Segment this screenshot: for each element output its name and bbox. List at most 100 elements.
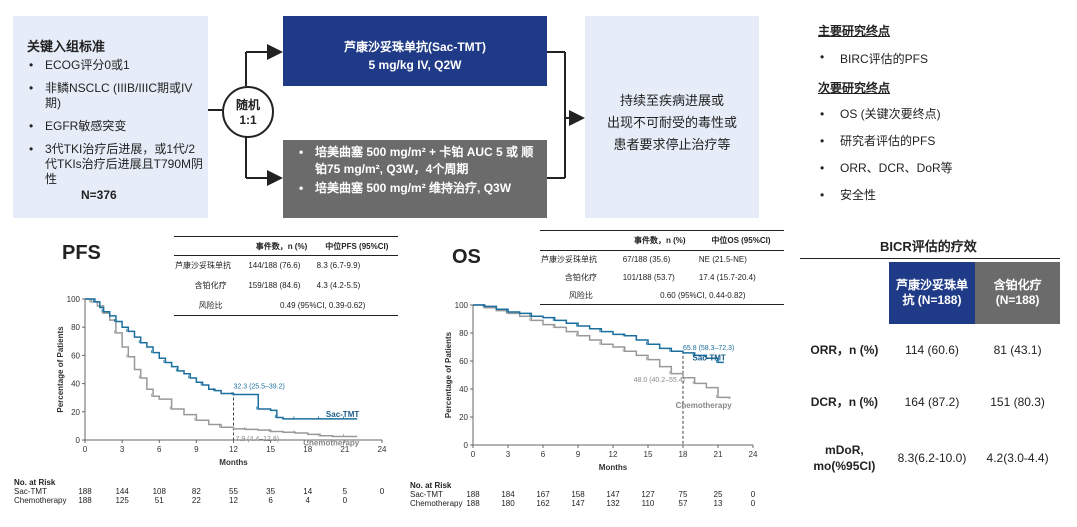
pfs-chart-title: PFS	[62, 242, 101, 264]
pfs-y-tick-label: 0	[76, 436, 81, 445]
primary-endpoint-item: BIRC评估的PFS	[818, 50, 1058, 67]
pfs-risk-cell: 6	[268, 496, 273, 505]
pfs-series-chemotherapy	[85, 298, 358, 438]
os-y-axis-label: Percentage of Patients	[444, 331, 453, 418]
sample-size: N=376	[81, 188, 117, 202]
efficacy-row-label: mDoR, mo(%95CI)	[813, 443, 876, 473]
pfs-x-tick-label: 24	[378, 445, 387, 454]
treatment-line: 持续至疾病进展或	[619, 93, 724, 108]
os-risk-cell: 188	[466, 490, 480, 499]
pfs-stats-header: 中位PFS (95%CI)	[325, 241, 389, 251]
arm-sac-tmt-box: 芦康沙妥珠单抗(Sac-TMT) 5 mg/kg IV, Q2W	[283, 16, 547, 86]
os-stats-header: 事件数，n (%)	[634, 236, 686, 245]
arm1-title: 芦康沙妥珠单抗(Sac-TMT)	[344, 40, 486, 54]
pfs-risk-cell: 108	[152, 487, 166, 496]
criteria-item: 3代TKI治疗后进展，或1代/2代TKIs治疗后进展且T790M阴性	[27, 142, 205, 187]
pfs-risk-cell: 82	[191, 487, 201, 496]
efficacy-top-rule	[800, 258, 1060, 259]
os-stats-table: 事件数，n (%) 中位OS (95%CI) 芦康沙妥珠单抗 67/188 (3…	[540, 230, 784, 305]
os-stats-cell: 101/188 (53.7)	[622, 273, 675, 282]
pfs-y-tick-label: 40	[71, 380, 80, 389]
pfs-risk-cell: 188	[78, 496, 92, 505]
pfs-risk-cell: 5	[342, 487, 348, 496]
pfs-x-axis-label: Months	[219, 458, 248, 467]
os-risk-cell: 132	[606, 499, 620, 508]
os-risk-cell: 57	[678, 499, 688, 508]
os-risk-cell: 147	[571, 499, 585, 508]
os-stats-cell: 67/188 (35.6)	[622, 255, 671, 265]
os-risk-cell: 0	[750, 490, 756, 499]
os-risk-table: No. at Risk Sac-TMT Chemotherapy 188 184 1…	[410, 481, 770, 511]
pfs-risk-row-label: Chemotherapy	[14, 496, 67, 505]
os-landmark-annotation: 65.8 (58.3–72.3)	[683, 345, 734, 352]
pfs-stats-cell: 144/188 (76.6)	[248, 261, 301, 271]
pfs-landmark-annotation: 7.9 (4.4–12.8)	[236, 436, 280, 443]
pfs-risk-cell: 4	[305, 496, 310, 505]
os-x-tick-label: 12	[609, 450, 618, 459]
os-y-tick-label: 20	[459, 413, 468, 422]
os-y-tick-label: 100	[455, 301, 469, 310]
inclusion-criteria-title: 关键入组标准	[27, 39, 106, 54]
os-risk-cell: 162	[536, 499, 550, 508]
os-risk-row-label: Sac-TMT	[410, 490, 443, 499]
pfs-x-tick-label: 15	[266, 445, 275, 454]
primary-endpoint-title: 主要研究终点	[818, 24, 891, 38]
os-x-tick-label: 21	[714, 450, 723, 459]
os-risk-cell: 0	[750, 499, 756, 508]
os-x-axis-label: Months	[599, 463, 628, 472]
pfs-risk-cell: 14	[303, 487, 313, 496]
efficacy-cell: 4.2(3.0-4.4)	[986, 451, 1049, 465]
os-risk-cell: 147	[606, 490, 620, 499]
os-stats-header	[540, 231, 622, 251]
arm2-item: 培美曲塞 500 mg/m² + 卡铂 AUC 5 或 顺铂75 mg/m², …	[295, 144, 541, 178]
randomization-ratio: 1:1	[239, 113, 257, 127]
os-stats-cell: 17.4 (15.7-20.4)	[698, 273, 756, 282]
secondary-endpoint-item: 安全性	[818, 188, 1058, 202]
efficacy-cell: 81 (43.1)	[993, 343, 1042, 357]
secondary-endpoint-item: 研究者评估的PFS	[818, 134, 1058, 148]
pfs-hr-value: 0.49 (95%CI, 0.39-0.62)	[279, 300, 366, 310]
pfs-stats-cell: 芦康沙妥珠单抗	[175, 261, 231, 271]
os-risk-cell: 188	[466, 499, 480, 508]
os-series-sac-tmt	[473, 304, 724, 364]
pfs-stats-header: 事件数，n (%)	[255, 241, 308, 251]
os-risk-cell: 184	[501, 490, 515, 499]
os-y-tick-label: 40	[459, 385, 468, 394]
os-x-tick-label: 24	[749, 450, 758, 459]
pfs-y-tick-label: 80	[71, 323, 80, 332]
efficacy-row-label: DCR，n (%)	[810, 395, 879, 409]
os-y-tick-label: 0	[464, 441, 469, 450]
secondary-endpoint-item: OS (关键次要终点)	[818, 107, 1058, 121]
pfs-x-tick-label: 6	[157, 445, 162, 454]
os-series-label: Sac-TMT	[692, 353, 725, 362]
pfs-risk-cell: 0	[379, 487, 385, 496]
pfs-stats-cell: 4.3 (4.2-5.5)	[316, 281, 361, 290]
arm-chemo-box: 培美曲塞 500 mg/m² + 卡铂 AUC 5 或 顺铂75 mg/m², …	[283, 140, 547, 218]
pfs-landmark-annotation: 32.3 (25.5–39.2)	[234, 383, 285, 390]
efficacy-cell: 164 (87.2)	[904, 395, 960, 409]
os-risk-cell: 167	[536, 490, 550, 499]
pfs-risk-cell: 55	[229, 487, 238, 496]
os-risk-cell: 127	[641, 490, 655, 499]
pfs-x-tick-label: 18	[303, 445, 312, 454]
pfs-stats-cell: 8.3 (6.7-9.9)	[316, 261, 361, 271]
pfs-x-tick-label: 9	[194, 445, 199, 454]
os-y-tick-label: 60	[459, 357, 468, 366]
secondary-endpoint-title: 次要研究终点	[818, 81, 891, 95]
efficacy-table: 芦康沙妥珠单抗 (N=188) 含铂化疗 (N=188) ORR，n (%) 1…	[800, 262, 1060, 488]
os-landmark-annotation: 48.0 (40.2–55.4)	[634, 377, 685, 384]
os-risk-title: No. at Risk	[410, 481, 452, 490]
os-hr-label: 风险比	[568, 290, 593, 300]
os-stats-cell: 芦康沙妥珠单抗	[541, 255, 597, 265]
efficacy-row-label: ORR，n (%)	[810, 343, 879, 357]
secondary-endpoint-item: ORR、DCR、DoR等	[818, 161, 1058, 175]
pfs-x-tick-label: 21	[340, 445, 349, 454]
pfs-risk-cell: 144	[115, 487, 129, 496]
efficacy-cell: 151 (80.3)	[990, 395, 1045, 409]
efficacy-corner	[800, 262, 889, 324]
criteria-item: EGFR敏感突变	[27, 119, 205, 134]
os-x-tick-label: 6	[541, 450, 546, 459]
os-risk-cell: 25	[713, 490, 723, 499]
design-connectors	[208, 44, 585, 186]
os-risk-row-label: Chemotherapy	[410, 499, 463, 508]
